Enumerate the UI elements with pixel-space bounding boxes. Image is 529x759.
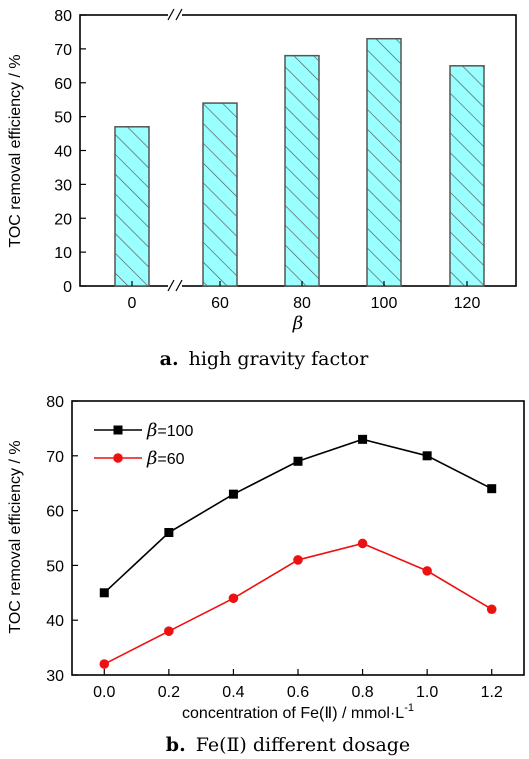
- chart-b-y-ticks: 30 40 50 60 70 80: [46, 394, 78, 685]
- y-tick-label: 80: [54, 8, 72, 25]
- chart-b-x-ticks: 0.0 0.2 0.4 0.6 0.8 1.0 1.2: [93, 669, 503, 701]
- chart-a-y-ticks: 0 10 20 30 40 50 60 70 80: [54, 8, 86, 296]
- x-tick-label: 0.2: [158, 684, 180, 701]
- x-tick-label: 0.0: [93, 684, 115, 701]
- x-tick-label: 1.0: [416, 684, 438, 701]
- x-tick-label: 80: [293, 295, 311, 312]
- axis-break-top: [167, 8, 183, 21]
- data-point: [358, 434, 368, 444]
- data-point: [357, 538, 368, 549]
- y-tick-label: 50: [54, 110, 72, 127]
- y-tick-label: 30: [54, 177, 72, 194]
- chart-a-x-ticks: 0 60 80 100 120: [128, 281, 481, 312]
- y-tick-label: 60: [54, 76, 72, 93]
- x-tick-label: 0: [128, 295, 137, 312]
- y-tick-label: 0: [63, 279, 72, 296]
- x-tick-label: 0.6: [287, 684, 309, 701]
- bar-chart-high-gravity: 0 10 20 30 40 50 60 70 80 0 60 80 100 120 TOC remova…: [7, 8, 517, 370]
- legend-label: β=100: [146, 420, 194, 441]
- chart-a-bars: [114, 37, 485, 287]
- chart-a-x-axis-title: β: [292, 313, 303, 334]
- chart-b-legend: β=100 β=60: [94, 420, 194, 469]
- chart-a-caption: a. high gravity factor: [160, 348, 370, 370]
- axis-break-bottom: [167, 279, 183, 292]
- bar-100: [366, 37, 402, 287]
- data-point: [164, 626, 174, 636]
- bar-60: [202, 102, 238, 287]
- y-tick-label: 70: [46, 449, 64, 466]
- chart-b-series: [99, 434, 497, 669]
- chart-a-y-axis-title: TOC removal efficiency / %: [7, 54, 24, 247]
- x-tick-label: 120: [454, 295, 481, 312]
- y-tick-label: 40: [54, 144, 72, 161]
- chart-b-x-axis-title: concentration of Fe(Ⅱ) / mmol·L-1: [182, 702, 414, 722]
- bar-0: [114, 126, 150, 287]
- data-point: [228, 489, 238, 499]
- legend-marker: [113, 453, 123, 463]
- bar-120: [449, 65, 485, 287]
- y-tick-label: 20: [54, 211, 72, 228]
- data-point: [99, 659, 110, 669]
- line-chart-fe-dosage: 30 40 50 60 70 80 0.0 0.2 0.4 0.6 0.8 1.0 1.2 β=100…: [7, 394, 525, 756]
- data-point: [293, 456, 303, 466]
- chart-b-plot-frame: [71, 400, 525, 676]
- x-tick-label: 100: [371, 295, 398, 312]
- data-point: [422, 451, 432, 461]
- x-tick-label: 0.8: [351, 684, 373, 701]
- data-point: [293, 555, 303, 565]
- x-tick-label: 60: [211, 295, 229, 312]
- y-tick-label: 40: [46, 613, 64, 630]
- x-tick-label: 0.4: [222, 684, 244, 701]
- data-point: [99, 588, 109, 598]
- data-point: [422, 566, 432, 576]
- legend-marker: [113, 425, 123, 435]
- bar-80: [284, 54, 320, 287]
- y-tick-label: 30: [46, 668, 64, 685]
- data-point: [487, 484, 497, 494]
- chart-b-caption: b. Fe(Ⅱ) different dosage: [166, 734, 410, 756]
- x-tick-label: 1.2: [481, 684, 503, 701]
- data-point: [486, 604, 497, 615]
- data-point: [228, 593, 239, 604]
- y-tick-label: 60: [46, 504, 64, 521]
- y-tick-label: 50: [46, 558, 64, 575]
- legend-label: β=60: [146, 448, 185, 469]
- data-point: [164, 528, 174, 538]
- y-tick-label: 70: [54, 42, 72, 59]
- y-tick-label: 10: [54, 245, 72, 262]
- y-tick-label: 80: [46, 394, 64, 411]
- chart-b-y-axis-title: TOC removal efficiency / %: [7, 440, 24, 633]
